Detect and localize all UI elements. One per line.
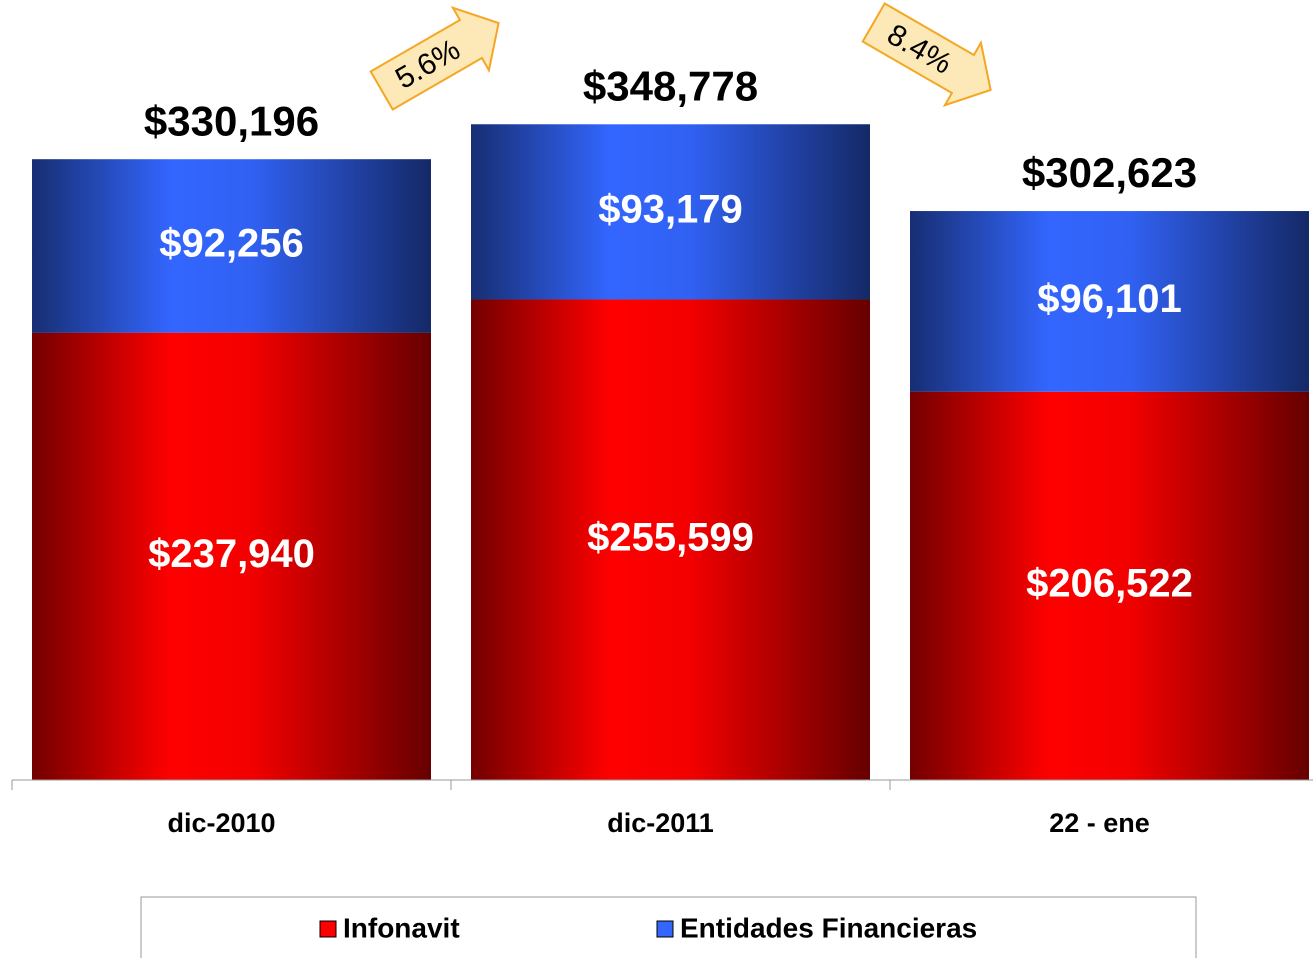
change-arrow: 8.4% <box>861 2 992 107</box>
x-tick-label: dic-2010 <box>167 808 275 838</box>
legend-swatch <box>319 920 337 938</box>
value-label: $237,940 <box>148 532 315 576</box>
bar-shade <box>32 332 431 780</box>
arrow-shape <box>861 2 992 107</box>
legend-swatch <box>656 920 674 938</box>
value-label: $92,256 <box>159 222 304 266</box>
bar-shade <box>32 159 431 333</box>
bar-shade <box>910 211 1309 392</box>
bar-shade <box>471 124 870 300</box>
bar-shade <box>471 299 870 780</box>
value-label: $96,101 <box>1037 277 1182 321</box>
arrow-shape <box>369 6 500 111</box>
x-tick-label: dic-2011 <box>607 808 714 838</box>
legend-label: Entidades Financieras <box>680 912 977 943</box>
bar-shade <box>910 391 1309 780</box>
value-label: $206,522 <box>1026 561 1193 605</box>
total-label: $302,623 <box>1022 149 1197 196</box>
value-label: $255,599 <box>587 515 754 559</box>
value-label: $93,179 <box>598 187 743 231</box>
x-tick-label: 22 - ene <box>1049 808 1150 838</box>
change-arrow: 5.6% <box>369 6 500 111</box>
total-label: $330,196 <box>144 97 319 144</box>
total-label: $348,778 <box>583 62 758 109</box>
legend-label: Infonavit <box>343 912 460 943</box>
